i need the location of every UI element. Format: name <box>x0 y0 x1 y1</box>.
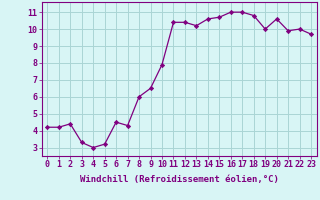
X-axis label: Windchill (Refroidissement éolien,°C): Windchill (Refroidissement éolien,°C) <box>80 175 279 184</box>
